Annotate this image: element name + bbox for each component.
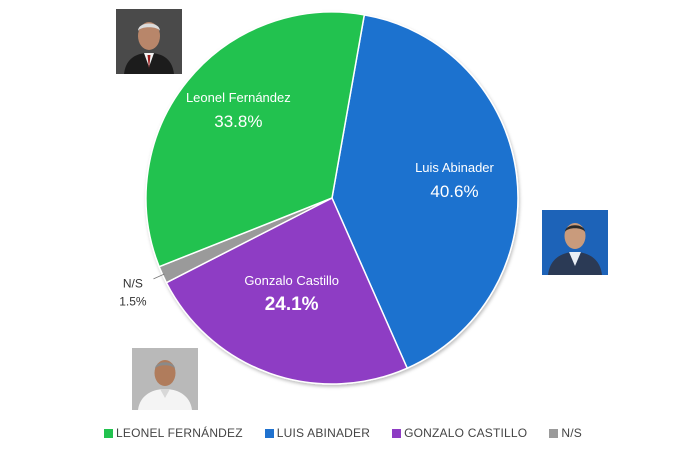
legend-item-leonel: LEONEL FERNÁNDEZ xyxy=(104,426,243,440)
leader-line xyxy=(153,273,165,280)
legend-item-gonzalo: GONZALO CASTILLO xyxy=(392,426,527,440)
slice-value-label: 40.6% xyxy=(430,182,478,201)
slice-value-label: 33.8% xyxy=(214,112,262,131)
legend-label: LEONEL FERNÁNDEZ xyxy=(116,426,243,440)
slice-name-label: Luis Abinader xyxy=(415,160,494,175)
gonzalo-castillo-photo xyxy=(132,348,198,410)
slice-value-label: 24.1% xyxy=(265,294,319,315)
pie-chart: Luis Abinader 40.6% Gonzalo Castillo 24.1% N… xyxy=(119,11,519,385)
slice-name-label: N/S xyxy=(123,277,143,291)
legend-label: LUIS ABINADER xyxy=(276,426,371,440)
leonel-fernandez-photo xyxy=(116,9,182,74)
legend-swatch xyxy=(104,428,113,438)
luis-abinader-photo xyxy=(542,210,608,275)
legend-label: GONZALO CASTILLO xyxy=(404,426,528,440)
legend-swatch xyxy=(549,428,559,438)
legend-swatch xyxy=(264,428,274,438)
legend-label: N/S xyxy=(561,426,582,440)
slice-name-label: Gonzalo Castillo xyxy=(244,273,339,288)
legend: LEONEL FERNÁNDEZ LUIS ABINADER GONZALO C… xyxy=(104,426,582,440)
pie-slice-leonel-fern-ndez xyxy=(145,11,366,268)
legend-swatch xyxy=(392,428,402,438)
pie-slice-gonzalo-castillo xyxy=(165,196,409,385)
slice-value-label: 1.5% xyxy=(119,295,147,309)
legend-item-luis: LUIS ABINADER xyxy=(264,426,371,440)
slice-name-label: Leonel Fernández xyxy=(186,90,291,105)
pie-slice-luis-abinader xyxy=(331,13,519,370)
legend-item-ns: N/S xyxy=(549,426,582,440)
